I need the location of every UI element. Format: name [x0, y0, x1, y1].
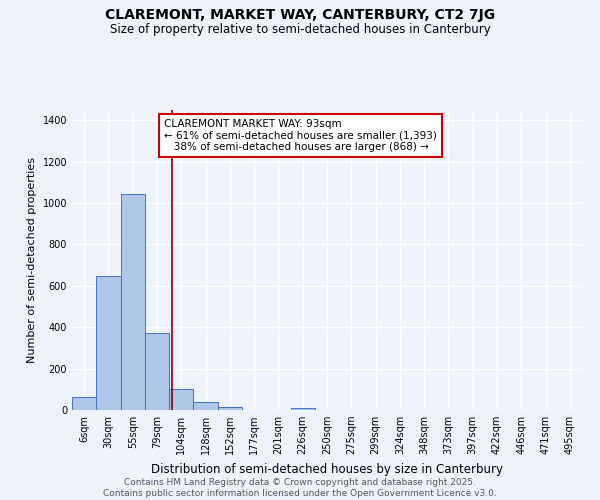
Text: Size of property relative to semi-detached houses in Canterbury: Size of property relative to semi-detach…: [110, 22, 490, 36]
X-axis label: Distribution of semi-detached houses by size in Canterbury: Distribution of semi-detached houses by …: [151, 462, 503, 475]
Y-axis label: Number of semi-detached properties: Number of semi-detached properties: [27, 157, 37, 363]
Bar: [290, 408, 315, 410]
Bar: [96, 276, 121, 410]
Bar: [193, 402, 218, 410]
Bar: [121, 194, 145, 410]
Bar: [218, 407, 242, 410]
Text: Contains HM Land Registry data © Crown copyright and database right 2025.
Contai: Contains HM Land Registry data © Crown c…: [103, 478, 497, 498]
Bar: [72, 396, 96, 410]
Text: CLAREMONT, MARKET WAY, CANTERBURY, CT2 7JG: CLAREMONT, MARKET WAY, CANTERBURY, CT2 7…: [105, 8, 495, 22]
Bar: [169, 390, 193, 410]
Text: CLAREMONT MARKET WAY: 93sqm
← 61% of semi-detached houses are smaller (1,393)
  : CLAREMONT MARKET WAY: 93sqm ← 61% of sem…: [164, 119, 437, 152]
Bar: [145, 334, 169, 410]
